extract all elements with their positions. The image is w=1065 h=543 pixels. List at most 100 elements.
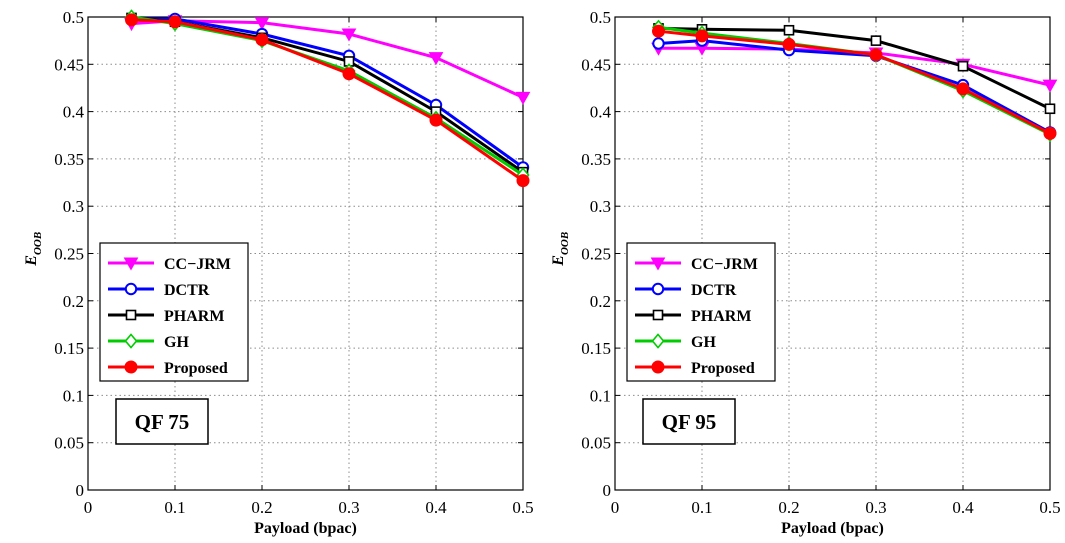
y-tick-label: 0.1 xyxy=(63,386,84,405)
legend-item-1: CC−JRM xyxy=(635,256,758,273)
legend-label: PHARM xyxy=(164,308,224,325)
series-2 xyxy=(125,12,530,174)
data-point xyxy=(341,28,357,42)
chart-panel-1: 0 0.05 0.1 0.15 0.2 0.25 0.3 0.35 0.4 0.45 0.5 0 0.1… xyxy=(23,8,534,537)
y-tick-label: 0.4 xyxy=(63,103,85,122)
legend-label: PHARM xyxy=(691,308,751,325)
x-tick-label: 0.1 xyxy=(691,498,712,517)
annotation-label: QF 75 xyxy=(135,410,190,434)
y-tick-label: 0 xyxy=(603,481,612,500)
y-axis-label-subscript: OOB xyxy=(32,232,44,255)
data-point xyxy=(869,48,883,62)
y-tick-label: 0.5 xyxy=(590,8,611,27)
annotation: QF 75 xyxy=(115,398,209,445)
series-line xyxy=(131,17,524,169)
y-tick-label: 0.15 xyxy=(581,339,611,358)
data-point xyxy=(652,24,665,38)
annotation-box xyxy=(115,398,209,445)
y-tick-label: 0.25 xyxy=(54,245,84,264)
legend-marker xyxy=(124,282,138,296)
series-4 xyxy=(124,9,530,183)
y-tick-label: 0 xyxy=(76,481,85,500)
y-axis-label-subscript: OOB xyxy=(559,232,571,255)
legend-box xyxy=(99,242,249,382)
legend-item-1: CC−JRM xyxy=(108,256,231,273)
legend-label: GH xyxy=(691,334,716,351)
legend: CC−JRM DCTR PHARM GH Proposed xyxy=(99,242,249,382)
legend-label: CC−JRM xyxy=(164,256,231,273)
data-point xyxy=(652,37,665,50)
data-point xyxy=(870,35,882,46)
y-tick-label: 0.15 xyxy=(54,339,84,358)
data-point xyxy=(1043,126,1057,140)
legend-label: DCTR xyxy=(164,282,210,299)
series-line xyxy=(658,39,1051,134)
y-tick-label: 0.3 xyxy=(63,197,84,216)
x-tick-label: 0.4 xyxy=(425,498,447,517)
series-line xyxy=(131,18,524,182)
y-tick-label: 0.35 xyxy=(54,150,84,169)
data-point xyxy=(515,91,531,105)
legend-marker xyxy=(124,360,138,374)
x-tick-label: 0.2 xyxy=(251,498,272,517)
legend-label: Proposed xyxy=(691,360,755,377)
y-tick-label: 0.45 xyxy=(54,55,84,74)
x-tick-label: 0.3 xyxy=(338,498,359,517)
y-tick-label: 0.1 xyxy=(590,386,611,405)
series-5 xyxy=(652,24,1057,140)
y-axis-label-main: E xyxy=(550,255,567,267)
data-point xyxy=(782,37,796,51)
legend-marker xyxy=(650,257,666,271)
y-tick-label: 0.3 xyxy=(590,197,611,216)
y-axis-label: EOOB xyxy=(550,232,571,267)
legend-item-4: GH xyxy=(635,333,716,351)
legend-marker xyxy=(652,309,664,321)
y-tick-label: 0.05 xyxy=(581,434,611,453)
x-tick-label: 0.5 xyxy=(1039,498,1060,517)
data-point xyxy=(516,174,530,188)
data-point xyxy=(125,13,138,27)
y-axis-label-main: E xyxy=(23,255,40,267)
legend-item-3: PHARM xyxy=(635,308,751,325)
y-tick-label: 0.05 xyxy=(54,434,84,453)
legend-label: Proposed xyxy=(164,360,228,377)
legend-marker xyxy=(651,333,665,349)
data-point xyxy=(1042,79,1058,93)
legend-box xyxy=(626,242,776,382)
annotation-label: QF 95 xyxy=(662,410,717,434)
y-tick-label: 0.5 xyxy=(63,8,84,27)
x-tick-label: 0.2 xyxy=(778,498,799,517)
data-point xyxy=(429,113,443,127)
annotation-box xyxy=(642,398,736,445)
legend-item-2: DCTR xyxy=(635,282,737,299)
data-point xyxy=(168,15,182,29)
y-tick-label: 0.2 xyxy=(63,292,84,311)
annotation: QF 95 xyxy=(642,398,736,445)
x-tick-label: 0 xyxy=(611,498,620,517)
data-point xyxy=(783,24,795,36)
data-point xyxy=(956,82,970,96)
series-line xyxy=(131,15,524,177)
legend-label: CC−JRM xyxy=(691,256,758,273)
legend-item-5: Proposed xyxy=(108,360,228,377)
x-tick-label: 0.1 xyxy=(164,498,185,517)
x-tick-label: 0 xyxy=(84,498,93,517)
series-line xyxy=(658,26,1051,111)
series-line xyxy=(658,29,1051,135)
legend-marker xyxy=(125,309,137,321)
legend-marker xyxy=(123,257,139,271)
legend-item-3: PHARM xyxy=(108,308,224,325)
legend-label: GH xyxy=(164,334,189,351)
legend-item-5: Proposed xyxy=(635,360,755,377)
series-1 xyxy=(651,42,1058,93)
data-point xyxy=(695,29,709,43)
data-point xyxy=(957,60,969,72)
data-point xyxy=(342,67,356,81)
series-line xyxy=(131,16,524,174)
x-tick-label: 0.5 xyxy=(512,498,533,517)
data-point xyxy=(255,33,269,47)
y-tick-label: 0.4 xyxy=(590,103,612,122)
x-axis-label: Payload (bpac) xyxy=(254,520,357,537)
chart-panel-2: 0 0.05 0.1 0.15 0.2 0.25 0.3 0.35 0.4 0.45 0.5 0 0.1… xyxy=(550,8,1061,537)
